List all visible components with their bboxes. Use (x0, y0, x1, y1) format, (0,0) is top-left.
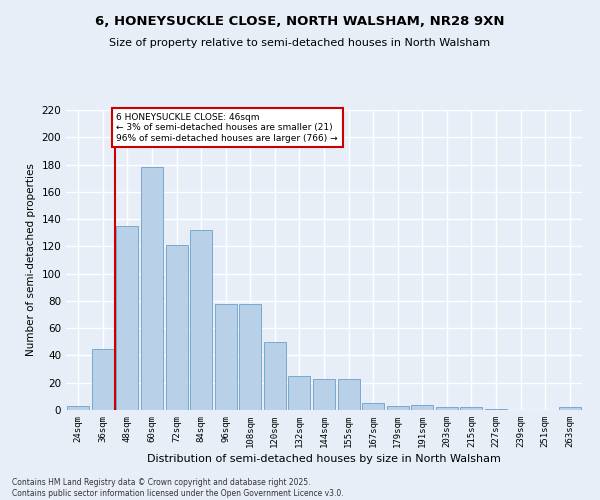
X-axis label: Distribution of semi-detached houses by size in North Walsham: Distribution of semi-detached houses by … (147, 454, 501, 464)
Text: Contains HM Land Registry data © Crown copyright and database right 2025.
Contai: Contains HM Land Registry data © Crown c… (12, 478, 344, 498)
Bar (386, 406, 409, 410)
Bar (485, 408, 507, 410)
Bar (264, 342, 286, 410)
Text: 6, HONEYSUCKLE CLOSE, NORTH WALSHAM, NR28 9XN: 6, HONEYSUCKLE CLOSE, NORTH WALSHAM, NR2… (95, 15, 505, 28)
Bar (289, 376, 310, 410)
Bar (338, 378, 359, 410)
Bar (190, 230, 212, 410)
Bar (215, 304, 237, 410)
Bar (239, 304, 262, 410)
Bar (67, 406, 89, 410)
Y-axis label: Number of semi-detached properties: Number of semi-detached properties (26, 164, 36, 356)
Bar (436, 408, 458, 410)
Text: Size of property relative to semi-detached houses in North Walsham: Size of property relative to semi-detach… (109, 38, 491, 48)
Bar (313, 378, 335, 410)
Bar (166, 245, 188, 410)
Bar (141, 168, 163, 410)
Bar (460, 408, 482, 410)
Bar (559, 408, 581, 410)
Bar (411, 404, 433, 410)
Bar (116, 226, 139, 410)
Bar (92, 348, 114, 410)
Text: 6 HONEYSUCKLE CLOSE: 46sqm
← 3% of semi-detached houses are smaller (21)
96% of : 6 HONEYSUCKLE CLOSE: 46sqm ← 3% of semi-… (116, 112, 338, 142)
Bar (362, 403, 384, 410)
